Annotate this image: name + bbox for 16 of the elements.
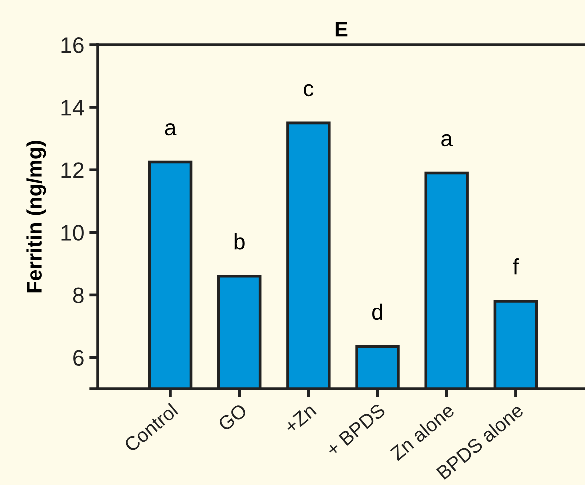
chart-title: E xyxy=(336,22,348,37)
y-axis-title: Ferritin (ng/mg) xyxy=(26,141,46,293)
data-label: d xyxy=(372,304,383,320)
data-label: a xyxy=(442,134,454,147)
y-tick-label: 8 xyxy=(73,288,84,304)
y-tick-label: 14 xyxy=(62,100,84,116)
y-tick-label: 6 xyxy=(74,350,84,366)
x-tick-label: GO xyxy=(218,403,248,432)
data-label: a xyxy=(165,123,177,136)
y-tick-label: 12 xyxy=(62,162,84,178)
y-tick-label: 10 xyxy=(62,225,84,241)
data-label: f xyxy=(513,258,520,275)
data-label: c xyxy=(304,84,314,97)
y-tick-label: 16 xyxy=(62,38,84,54)
x-tick-label: +Zn xyxy=(284,404,317,434)
data-label: b xyxy=(234,233,245,250)
